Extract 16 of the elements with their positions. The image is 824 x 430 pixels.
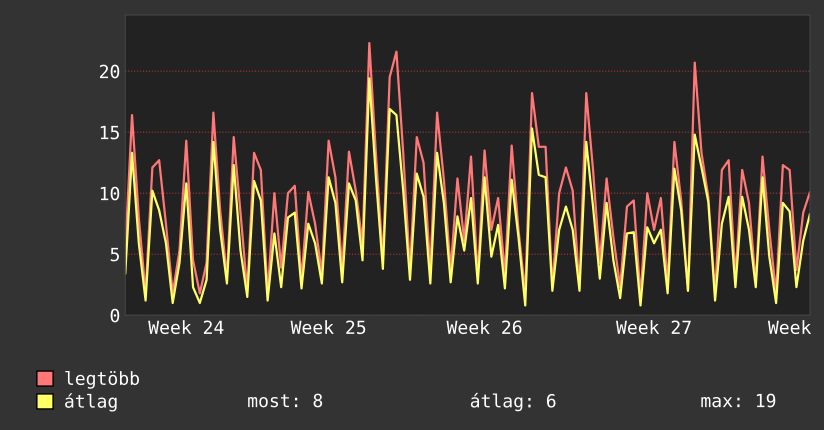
y-tick-label: 10 [100, 186, 120, 200]
legend-label: legtöbb [65, 371, 139, 389]
x-tick-label: Week 24 [148, 320, 224, 334]
y-tick-label: 20 [100, 64, 120, 78]
x-tick-label: Week 27 [616, 320, 691, 334]
y-tick-label: 15 [100, 126, 119, 140]
y-tick-label: 0 [110, 308, 120, 322]
text: most: 8 [248, 394, 322, 408]
x-tick-label: Week 25 [290, 320, 366, 334]
line-series [125, 77, 810, 307]
y-tick-label: 5 [110, 248, 119, 262]
legend-label: átlag [65, 393, 117, 412]
x-tick-label: Week [768, 320, 812, 334]
x-tick-label: Week 26 [446, 320, 522, 334]
text: max: 19 [701, 394, 776, 408]
text: átlag: 6 [470, 392, 556, 412]
